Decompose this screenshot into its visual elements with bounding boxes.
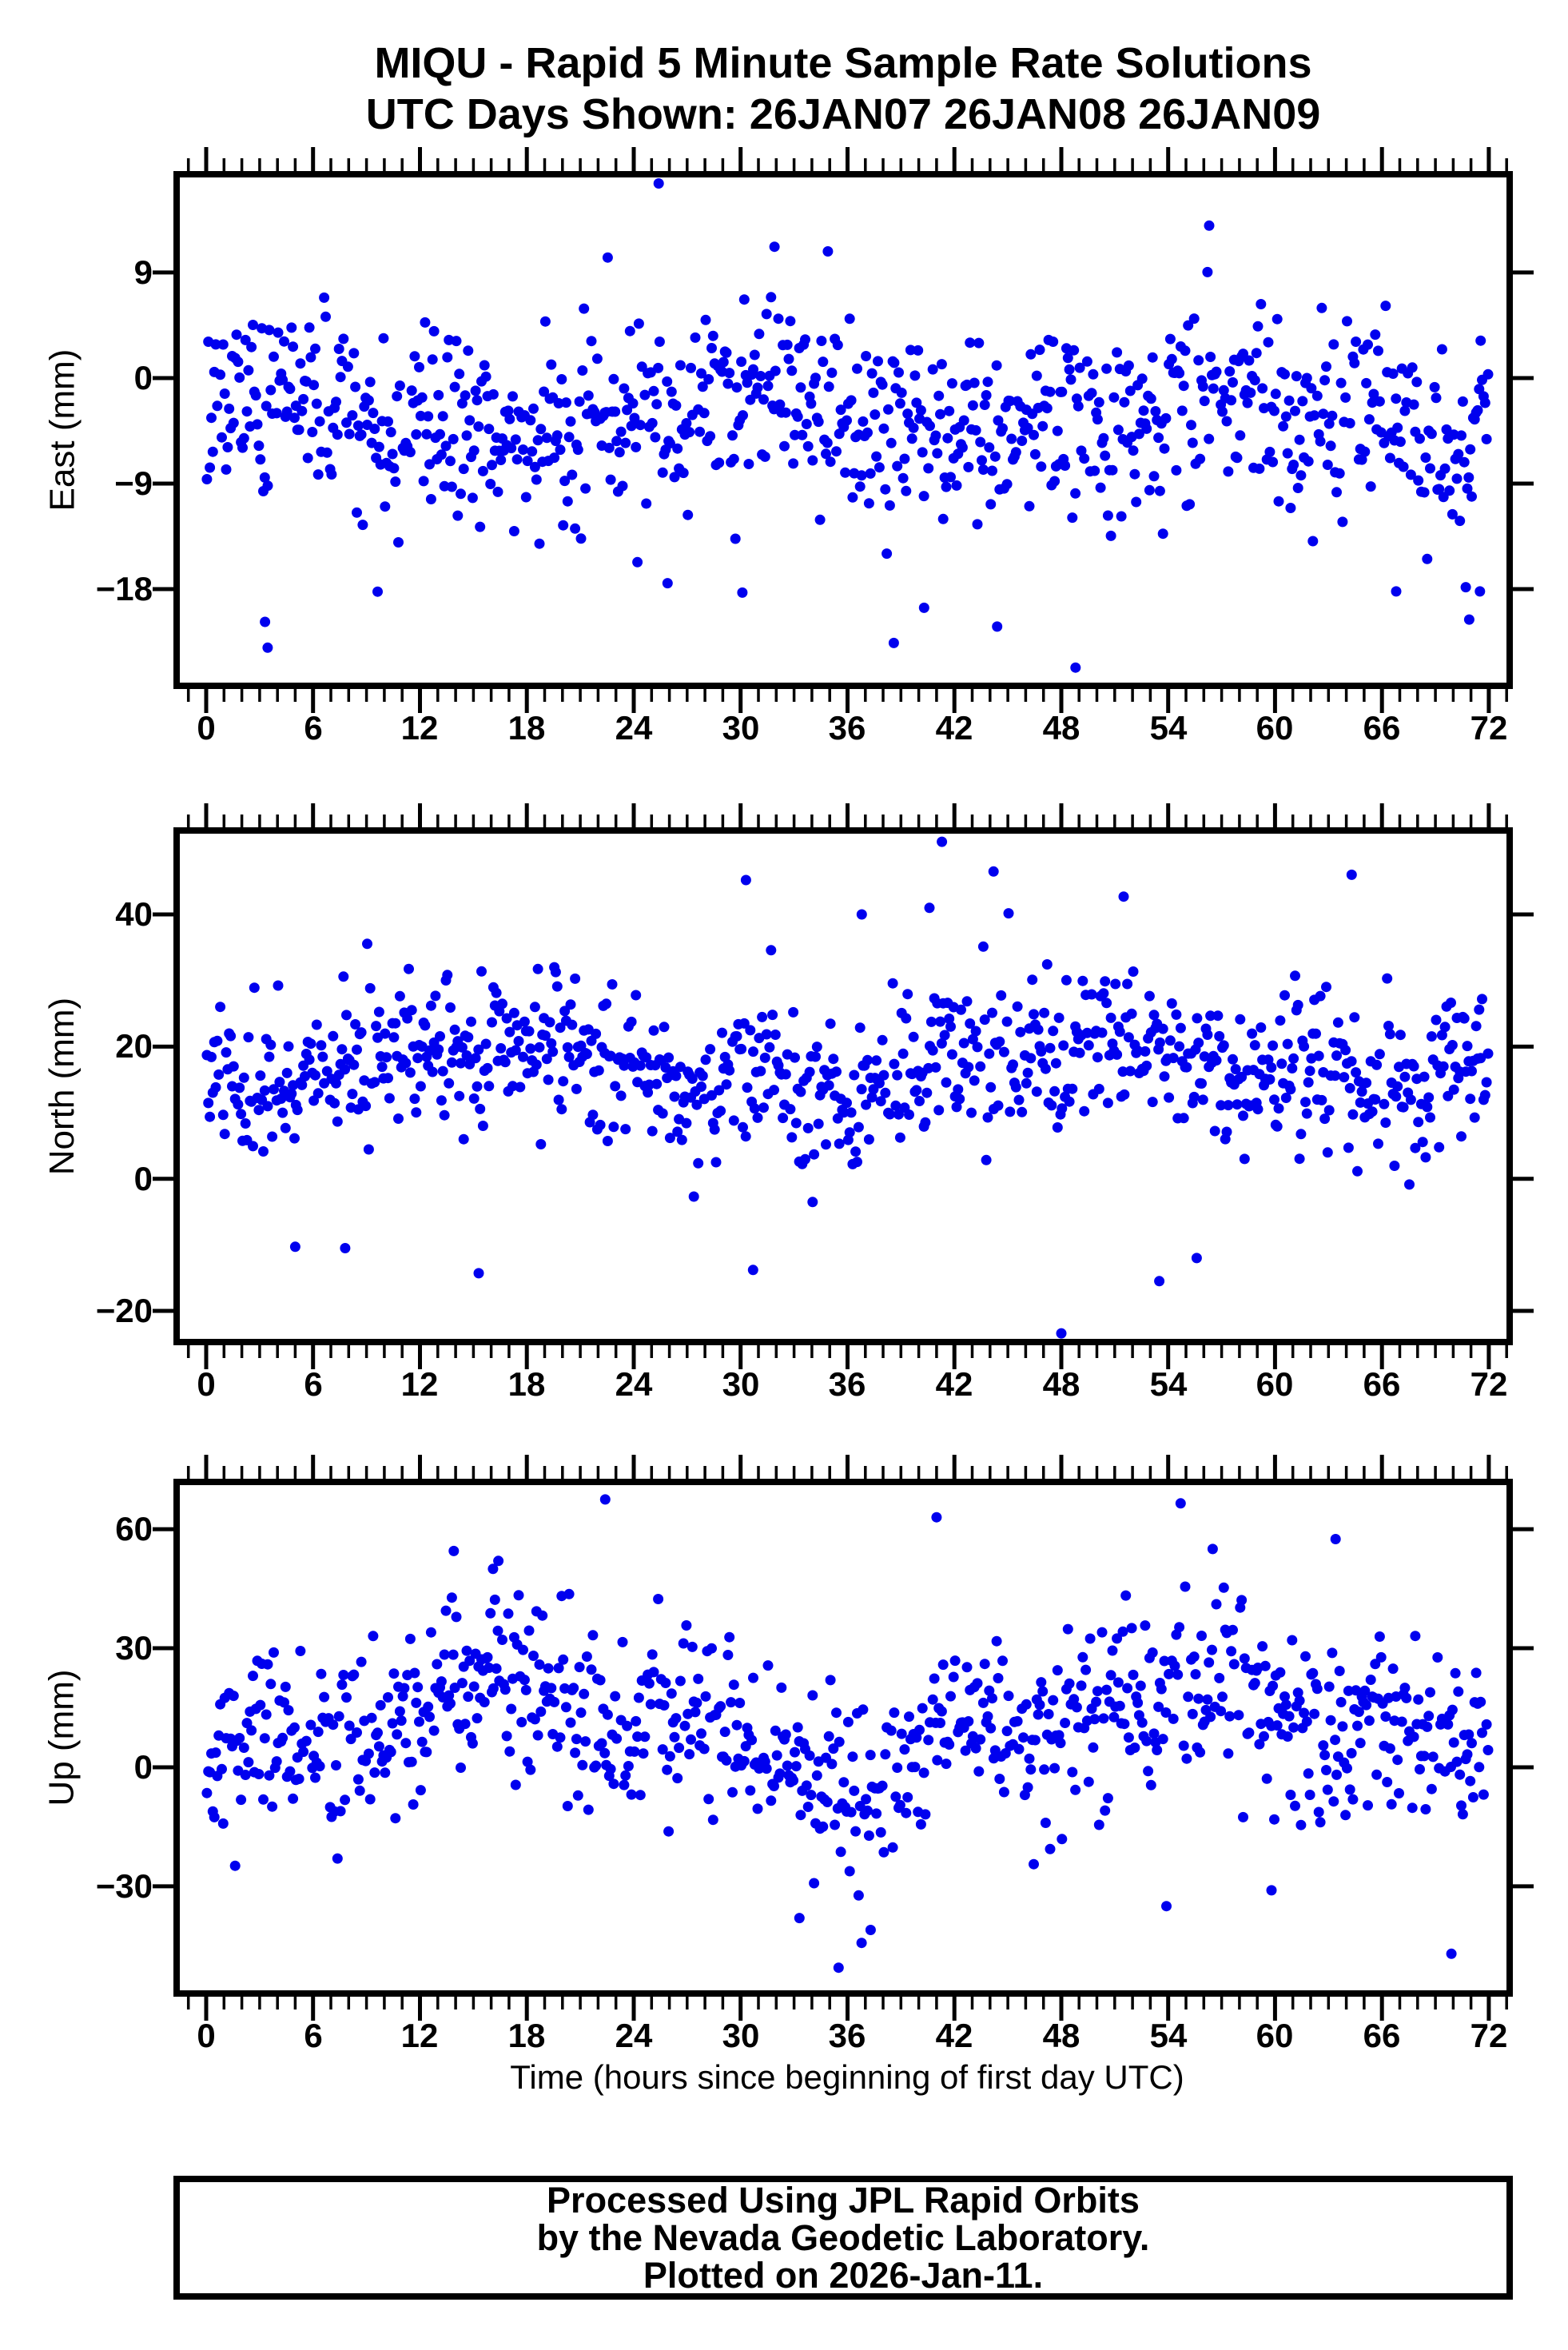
x-tick-label: 36 bbox=[828, 1365, 866, 1403]
x-tick-label: 66 bbox=[1363, 2017, 1401, 2054]
panel-north: North (mm) 40 20 0 −20 0 6 12 18 24 30 36 42 48 54 60 6… bbox=[42, 803, 1534, 1403]
x-tick-label: 54 bbox=[1149, 1365, 1188, 1403]
x-tick-label: 54 bbox=[1149, 709, 1188, 747]
y-tick-label: 20 bbox=[115, 1027, 153, 1065]
y-tick-label: 0 bbox=[133, 1160, 153, 1197]
footer-line-1: Processed Using JPL Rapid Orbits bbox=[547, 2180, 1140, 2221]
x-tick-label: 0 bbox=[197, 2017, 216, 2054]
x-tick-label: 30 bbox=[722, 1365, 760, 1403]
x-tick-label: 36 bbox=[828, 709, 866, 747]
x-tick-label: 24 bbox=[615, 2017, 653, 2054]
panel-up: Up (mm) 60 30 0 −30 0 6 12 18 24 30 36 42 48 54 60 66 72 bbox=[42, 1455, 1534, 2054]
x-tick-label: 60 bbox=[1256, 2017, 1294, 2054]
x-tick-label: 48 bbox=[1042, 1365, 1080, 1403]
panel-east: East (mm) 9 0 −9 −18 0 6 12 18 24 30 36 42 48 54 60 66 7… bbox=[42, 147, 1534, 747]
x-tick-label: 24 bbox=[615, 709, 653, 747]
x-tick-label: 36 bbox=[828, 2017, 866, 2054]
x-tick-label: 6 bbox=[304, 2017, 323, 2054]
x-tick-label: 12 bbox=[400, 1365, 439, 1403]
scatter-svg-north bbox=[153, 803, 1534, 1369]
chart-subtitle: UTC Days Shown: 26JAN07 26JAN08 26JAN09 bbox=[365, 90, 1321, 138]
x-tick-label: 42 bbox=[935, 709, 973, 747]
footer-box: Processed Using JPL Rapid Orbits by the … bbox=[173, 2176, 1513, 2300]
x-tick-label: 72 bbox=[1470, 2017, 1508, 2054]
x-axis-label: Time (hours since beginning of first day… bbox=[510, 2058, 1184, 2096]
chart-title: MIQU - Rapid 5 Minute Sample Rate Soluti… bbox=[374, 39, 1312, 87]
y-tick-label: −30 bbox=[95, 1867, 153, 1905]
y-tick-label: 30 bbox=[115, 1629, 153, 1667]
y-tick-label: 0 bbox=[133, 1748, 153, 1786]
x-tick-label: 72 bbox=[1470, 709, 1508, 747]
y-tick-label: 40 bbox=[115, 895, 153, 933]
x-tick-label: 60 bbox=[1256, 709, 1294, 747]
y-tick-label: 0 bbox=[133, 359, 153, 396]
x-tick-label: 66 bbox=[1363, 709, 1401, 747]
x-tick-label: 54 bbox=[1149, 2017, 1188, 2054]
scatter-svg-up bbox=[153, 1455, 1534, 2021]
x-tick-label: 12 bbox=[400, 709, 439, 747]
x-tick-label: 12 bbox=[400, 2017, 439, 2054]
y-tick-label: 9 bbox=[133, 253, 153, 291]
scatter-svg-east bbox=[153, 147, 1534, 713]
y-tick-label: −9 bbox=[114, 464, 153, 502]
y-tick-label: 60 bbox=[115, 1510, 153, 1547]
x-tick-label: 24 bbox=[615, 1365, 653, 1403]
x-tick-label: 0 bbox=[197, 1365, 216, 1403]
x-tick-label: 60 bbox=[1256, 1365, 1294, 1403]
x-tick-label: 18 bbox=[507, 2017, 546, 2054]
x-tick-label: 6 bbox=[304, 709, 323, 747]
x-tick-label: 66 bbox=[1363, 1365, 1401, 1403]
footer-line-2: by the Nevada Geodetic Laboratory. bbox=[536, 2217, 1150, 2258]
x-tick-label: 48 bbox=[1042, 2017, 1080, 2054]
x-tick-label: 30 bbox=[722, 709, 760, 747]
x-tick-label: 42 bbox=[935, 2017, 973, 2054]
x-tick-label: 18 bbox=[507, 709, 546, 747]
x-tick-label: 42 bbox=[935, 1365, 973, 1403]
x-tick-label: 30 bbox=[722, 2017, 760, 2054]
x-tick-label: 48 bbox=[1042, 709, 1080, 747]
x-tick-label: 18 bbox=[507, 1365, 546, 1403]
y-tick-label: −18 bbox=[95, 570, 153, 607]
y-tick-label: −20 bbox=[95, 1292, 153, 1329]
x-tick-label: 6 bbox=[304, 1365, 323, 1403]
x-tick-label: 0 bbox=[197, 709, 216, 747]
x-tick-label: 72 bbox=[1470, 1365, 1508, 1403]
footer-line-3: Plotted on 2026-Jan-11. bbox=[643, 2255, 1044, 2296]
